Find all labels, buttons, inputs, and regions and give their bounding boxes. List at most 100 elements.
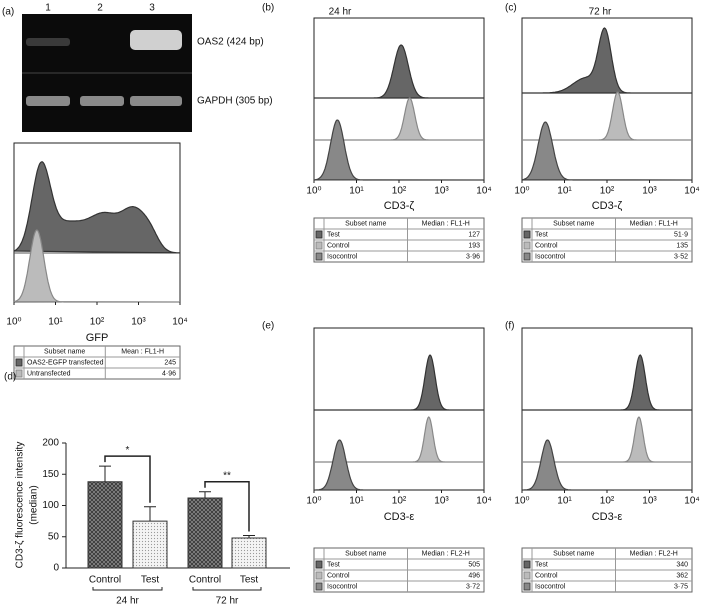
histogram [314,354,484,411]
table-header: Median : FL2-H [630,550,678,557]
histogram [13,161,181,254]
histogram [314,44,484,99]
legend-swatch [523,571,531,580]
y-axis-label: (median) [29,485,40,524]
significance-label: ** [223,470,231,481]
panel-label: (d) [4,372,16,383]
table-cell: Isocontrol [535,253,566,260]
group-label: 72 hr [216,596,239,607]
legend-swatch [315,560,323,569]
gel-band [80,96,124,106]
table-header: Subset name [345,220,386,227]
y-tick-label: 200 [42,438,59,449]
table-cell: Control [535,572,558,579]
table-cell: Test [535,231,548,238]
legend-swatch [523,582,531,591]
table-cell: Untransfected [27,370,71,377]
table-cell: 496 [468,572,480,579]
x-tick-label: 10⁴ [476,186,491,197]
table-header: Subset name [553,550,594,557]
table-cell: Isocontrol [327,253,358,260]
table-cell: 3·52 [674,253,688,260]
group-label: 24 hr [116,596,139,607]
table-cell: 3·96 [466,253,480,260]
bar [132,520,168,569]
gel-band [26,96,70,106]
table-cell: 3·72 [466,583,480,590]
table-cell: 51·9 [674,231,688,238]
lane-label: 1 [45,3,51,14]
x-tick-label: 10¹ [349,186,364,197]
x-tick-label: 10² [600,186,615,197]
table-header: Subset name [345,550,386,557]
table-cell: 127 [468,231,480,238]
panel-label: (f) [505,321,514,332]
histogram [522,27,692,94]
panel-title: 72 hr [589,7,612,18]
x-tick-label: 10⁴ [684,496,699,507]
panel-label: (c) [505,3,517,14]
lane-label: 3 [149,3,155,14]
significance-bracket [104,455,151,503]
table-cell: Test [535,561,548,568]
y-tick-label: 150 [42,469,59,480]
x-tick-label: 10¹ [48,317,63,328]
table-header: Mean : FL1-H [121,348,164,355]
table-cell: 362 [676,572,688,579]
x-tick-label: Control [189,575,221,586]
x-tick-label: 10¹ [557,496,572,507]
significance-label: * [126,445,130,456]
x-tick-label: 10³ [434,496,449,507]
x-tick-label: Test [141,575,160,586]
gel-band [130,96,182,106]
x-tick-label: 10² [392,496,407,507]
histogram [521,121,693,181]
legend-swatch [315,252,323,261]
histogram [313,119,485,181]
gel-band [130,30,182,50]
table-cell: 505 [468,561,480,568]
legend-swatch [315,571,323,580]
table-cell: Isocontrol [535,583,566,590]
table-header: Subset name [44,348,85,355]
x-axis-label: CD3-ζ [592,200,623,212]
bar [87,481,123,569]
legend-swatch [15,358,23,367]
x-tick-label: 10³ [131,317,146,328]
legend-swatch [523,241,531,250]
x-tick-label: 10⁴ [476,496,491,507]
x-tick-label: Test [240,575,259,586]
x-tick-label: 10⁰ [306,186,321,197]
histogram [314,439,484,491]
legend-swatch [315,582,323,591]
x-tick-label: 10¹ [349,496,364,507]
table-cell: 135 [676,242,688,249]
x-tick-label: 10⁰ [514,496,529,507]
legend-swatch [523,560,531,569]
error-bar [243,535,255,538]
panel-title: 24 hr [329,7,352,18]
x-tick-label: 10¹ [557,186,572,197]
x-tick-label: 10² [90,317,105,328]
x-tick-label: 10² [392,186,407,197]
x-tick-label: 10⁰ [514,186,529,197]
x-tick-label: 10³ [642,186,657,197]
x-tick-label: Control [89,575,121,586]
table-cell: 193 [468,242,480,249]
band-label: OAS2 (424 bp) [197,37,264,48]
legend-swatch [315,230,323,239]
table-header: Median : FL1-H [630,220,678,227]
table [13,345,181,380]
y-tick-label: 0 [53,563,59,574]
x-tick-label: 10⁰ [6,317,21,328]
x-tick-label: 10³ [434,186,449,197]
x-tick-label: 10³ [642,496,657,507]
error-bar [99,465,111,482]
lane-label: 2 [97,3,103,14]
x-axis-label: CD3-ε [592,511,623,523]
table-header: Subset name [553,220,594,227]
table-cell: 245 [164,359,176,366]
table-header: Median : FL2-H [422,550,470,557]
table-cell: OAS2-EGFP transfected [27,359,104,366]
